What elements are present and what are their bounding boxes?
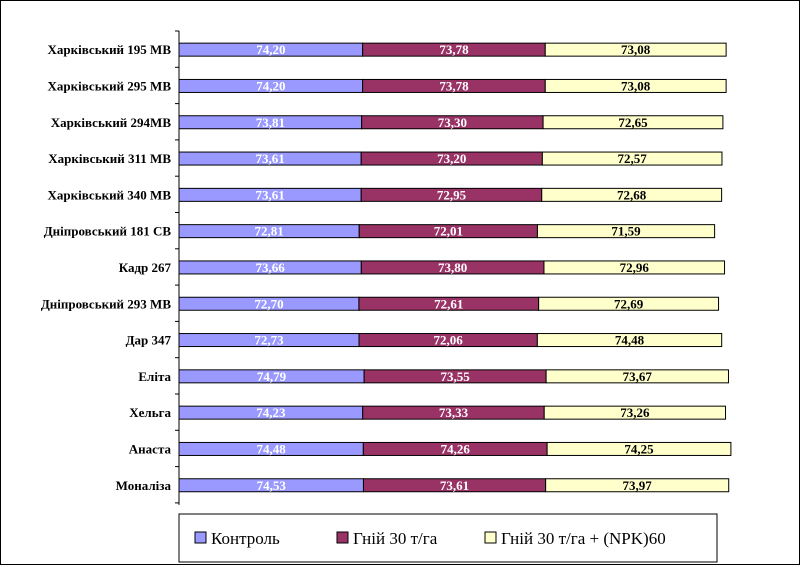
data-label: 72,57 (618, 151, 648, 166)
bar-segment (536, 224, 716, 239)
data-label: 74,20 (256, 42, 285, 57)
category-label: Дніпровський 293 МВ (41, 296, 172, 311)
data-label: 72,73 (254, 333, 284, 348)
bar-segment (544, 78, 727, 93)
category-label: Кадр 267 (119, 260, 172, 275)
data-label: 73,97 (623, 478, 653, 493)
data-label: 73,33 (439, 405, 469, 420)
category-label: Харківський 195 МВ (48, 42, 172, 57)
bar-segment (546, 441, 732, 456)
bar-segment (544, 42, 727, 57)
data-label: 74,25 (624, 441, 654, 456)
bar-segment (538, 296, 720, 311)
data-label: 72,96 (620, 260, 650, 275)
data-label: 72,95 (437, 187, 467, 202)
data-label: 73,67 (623, 369, 653, 384)
data-label: 74,48 (615, 333, 645, 348)
legend-box (178, 513, 718, 563)
bar-segment (541, 151, 723, 166)
data-label: 72,70 (254, 296, 283, 311)
category-label: Еліта (138, 369, 171, 384)
data-label: 73,26 (620, 405, 650, 420)
legend-swatch (484, 531, 497, 544)
data-label: 74,48 (257, 441, 287, 456)
category-label: Дніпровський 181 СВ (44, 224, 172, 239)
bar-segment (542, 115, 724, 130)
data-label: 73,81 (256, 115, 285, 130)
legend-label: Гній 30 т/га (353, 529, 438, 548)
data-label: 72,61 (434, 296, 463, 311)
bar-segment (545, 369, 729, 384)
legend-swatch (336, 531, 349, 544)
data-label: 72,69 (614, 296, 644, 311)
data-label: 72,01 (434, 224, 463, 239)
data-label: 73,08 (621, 42, 651, 57)
data-label: 73,20 (437, 151, 466, 166)
data-label: 74,20 (256, 78, 285, 93)
data-label: 74,79 (257, 369, 287, 384)
legend-label: Гній 30 т/га + (NPK)60 (501, 529, 666, 548)
legend: Контроль Гній 30 т/га Гній 30 т/га + (NPK)… (178, 513, 718, 563)
data-label: 73,61 (255, 187, 284, 202)
data-label: 71,59 (611, 224, 641, 239)
data-label: 73,30 (438, 115, 467, 130)
category-label: Анаста (129, 441, 172, 456)
data-label: 72,06 (434, 333, 464, 348)
data-label: 74,23 (256, 405, 286, 420)
axis-layer (175, 30, 180, 505)
data-label: 73,55 (440, 369, 470, 384)
category-label: Дар 347 (126, 333, 172, 348)
bar-segment (545, 478, 730, 493)
legend-label: Контроль (211, 529, 280, 548)
category-label: Харківський 340 МВ (48, 187, 172, 202)
data-label: 72,81 (254, 224, 283, 239)
bar-segment (543, 260, 726, 275)
category-label: Хельга (129, 405, 171, 420)
bars-layer (178, 42, 732, 493)
legend-swatch (194, 531, 207, 544)
data-label: 73,66 (256, 260, 286, 275)
bar-segment (541, 187, 723, 202)
data-label: 73,78 (439, 78, 469, 93)
data-label: 72,65 (618, 115, 648, 130)
data-label: 73,78 (439, 42, 469, 57)
data-label: 72,68 (617, 187, 647, 202)
labels-layer: Харківський 195 МВ 74,20 73,78 73,08 Харківс… (41, 42, 654, 493)
category-label: Моналіза (116, 478, 172, 493)
category-label: Харківський 311 МВ (48, 151, 171, 166)
data-label: 73,61 (255, 151, 284, 166)
data-label: 74,53 (257, 478, 287, 493)
data-label: 74,26 (441, 441, 471, 456)
category-label: Харківський 294МВ (51, 115, 172, 130)
category-label: Харківський 295 МВ (48, 78, 172, 93)
bar-segment (543, 405, 727, 420)
data-label: 73,61 (440, 478, 469, 493)
data-label: 73,08 (621, 78, 651, 93)
data-label: 73,80 (438, 260, 467, 275)
bar-segment (536, 333, 723, 348)
